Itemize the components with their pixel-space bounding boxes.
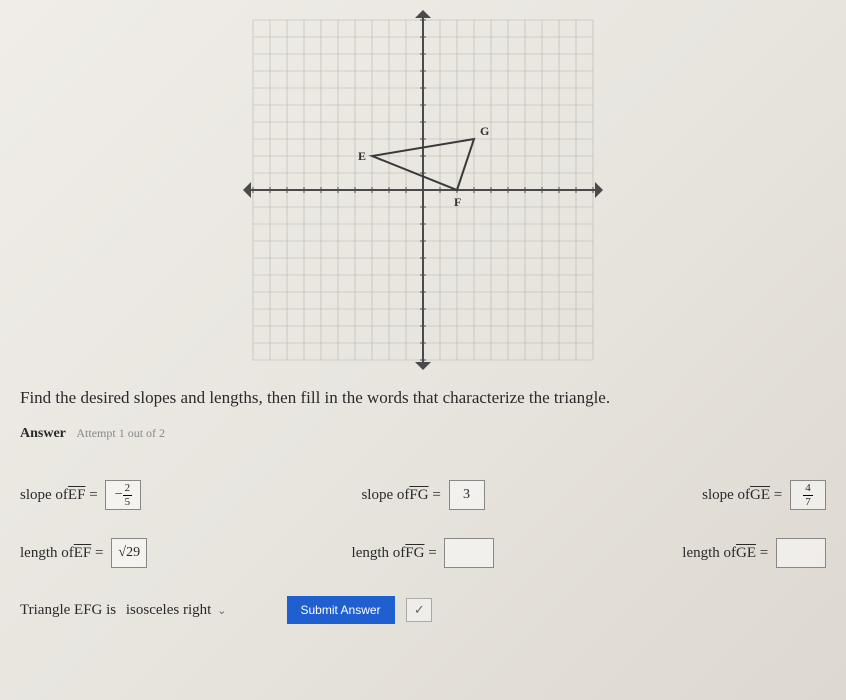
length-ef-input[interactable]: √29 [111,538,147,568]
length-ef-cell: length of EF = √29 [20,538,289,568]
classification-value: isosceles right [126,602,211,619]
slope-fg-cell: slope of FG = 3 [289,480,558,510]
segment-ef-2: EF [74,545,92,562]
attempt-counter: Attempt 1 out of 2 [76,426,165,440]
slope-ge-input[interactable]: 4 7 [790,480,826,510]
classification-select[interactable]: isosceles right ⌄ [126,602,227,619]
length-fg-cell: length of FG = [289,538,558,568]
svg-text:E: E [358,149,366,163]
slopes-row: slope of EF = − 2 5 slope of FG = 3 slop… [20,480,826,510]
segment-fg: FG [409,487,428,504]
chevron-down-icon: ⌄ [217,604,226,617]
answer-header: Answer Attempt 1 out of 2 [0,416,846,442]
length-ge-cell: length of GE = [557,538,826,568]
check-icon[interactable]: ✓ [406,598,432,622]
question-prompt: Find the desired slopes and lengths, the… [0,370,846,416]
slope-ge-cell: slope of GE = 4 7 [557,480,826,510]
svg-text:F: F [454,195,461,209]
submit-button[interactable]: Submit Answer [287,596,395,624]
slope-ef-cell: slope of EF = − 2 5 [20,480,289,510]
segment-ef: EF [68,487,86,504]
classification-cell: Triangle EFG is isosceles right ⌄ [20,602,227,619]
lengths-row: length of EF = √29 length of FG = length… [20,538,826,568]
length-fg-input[interactable] [444,538,494,568]
length-ge-input[interactable] [776,538,826,568]
submit-cell: Submit Answer ✓ [287,596,433,624]
slope-ef-input[interactable]: − 2 5 [105,480,141,510]
segment-fg-2: FG [405,545,424,562]
slope-fg-input[interactable]: 3 [449,480,485,510]
segment-ge-2: GE [736,545,756,562]
answer-label-bold: Answer [20,426,66,441]
coordinate-graph: E F G [233,10,613,370]
svg-text:G: G [480,124,489,138]
segment-ge: GE [750,487,770,504]
